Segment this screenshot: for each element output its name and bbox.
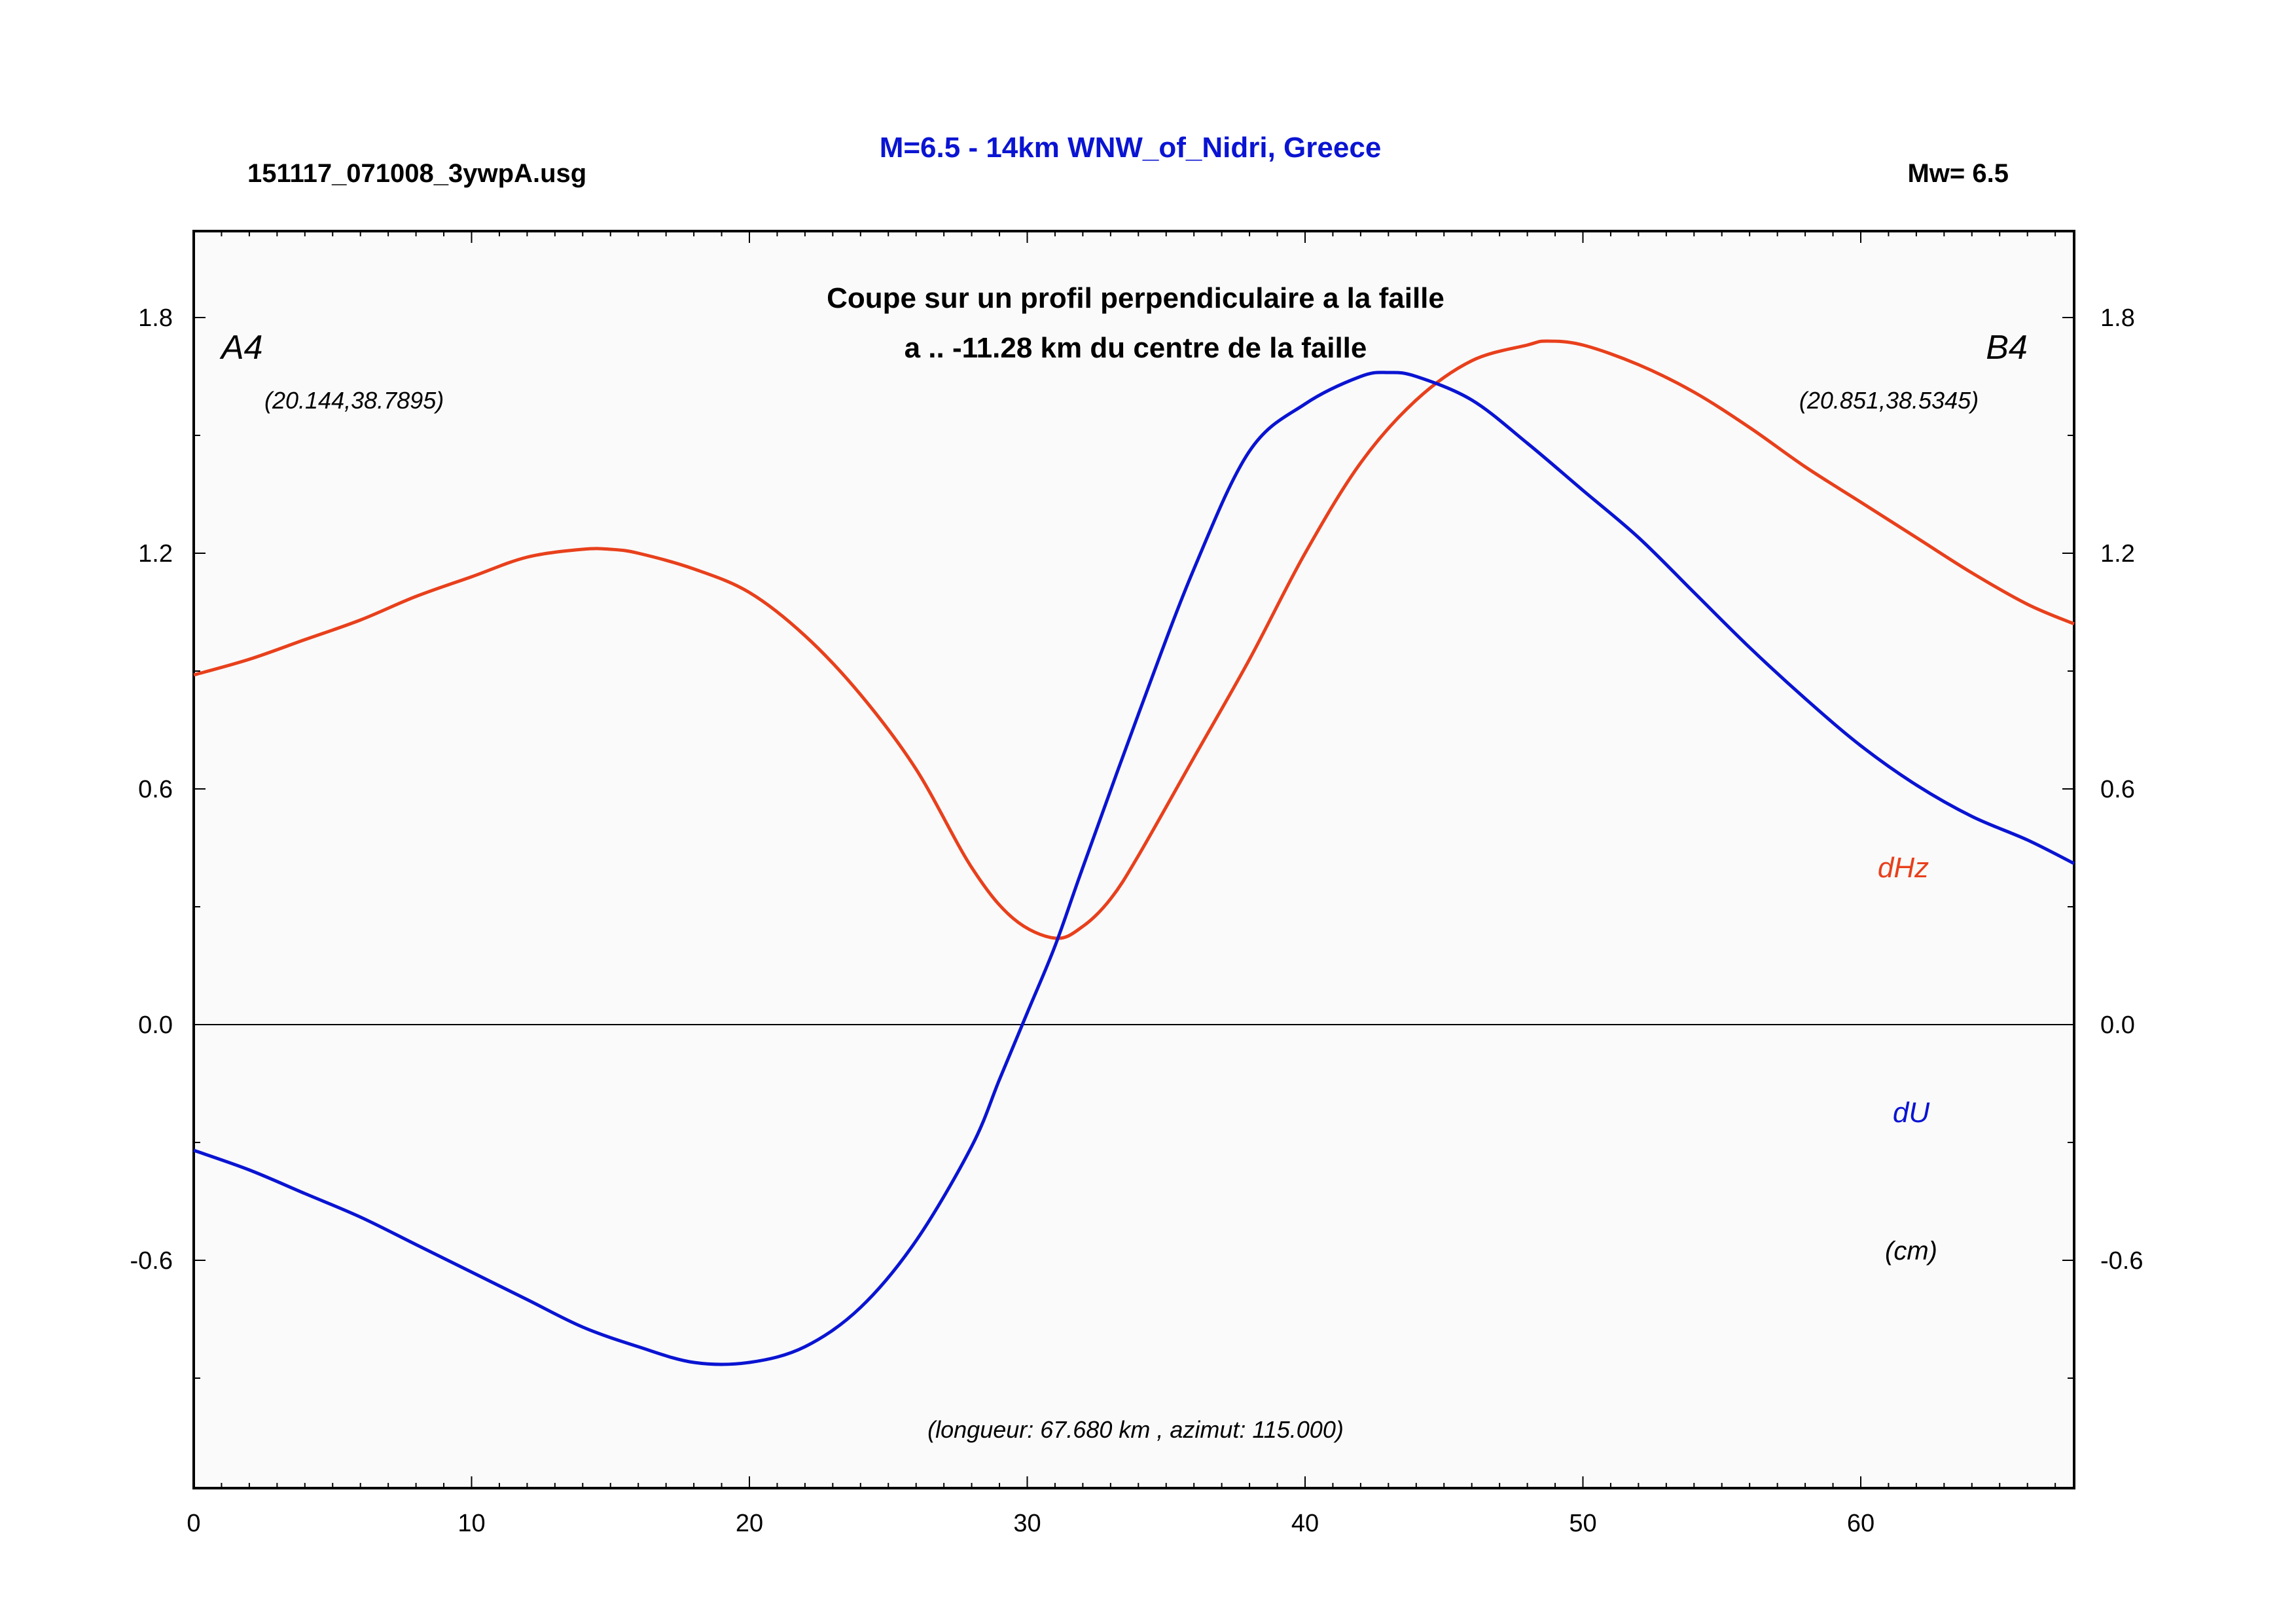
file-name: 151117_071008_3ywpA.usg <box>247 159 586 188</box>
y-tick-label-right: -0.6 <box>2100 1247 2143 1275</box>
series-line-dhz <box>193 339 2075 940</box>
magnitude-label: Mw= 6.5 <box>1907 159 2009 188</box>
x-tick-label: 60 <box>1847 1510 1874 1537</box>
footer-note: (longueur: 67.680 km , azimut: 115.000) <box>927 1416 1344 1443</box>
chart-title: M=6.5 - 14km WNW_of_Nidri, Greece <box>880 132 1382 164</box>
series-lines <box>193 339 2075 1366</box>
point-a-label: A4 <box>219 329 263 367</box>
y-tick-label-left: 0.6 <box>138 776 173 803</box>
y-tick-label-left: 1.2 <box>138 540 173 568</box>
y-tick-label-right: 1.2 <box>2100 540 2135 568</box>
y-tick-label-right: 0.6 <box>2100 776 2135 803</box>
series-line-du <box>193 371 2075 1366</box>
plot-area <box>192 230 2075 1489</box>
x-tick-label: 30 <box>1013 1510 1041 1537</box>
y-tick-label-left: 0.0 <box>138 1012 173 1039</box>
x-tick-label: 10 <box>457 1510 485 1537</box>
subtitle-line-1: Coupe sur un profil perpendiculaire a la… <box>827 282 1444 314</box>
y-tick-label-right: 0.0 <box>2100 1012 2135 1039</box>
point-b-coords: (20.851,38.5345) <box>1799 387 1979 414</box>
y-tick-label-left: -0.6 <box>130 1247 173 1275</box>
x-tick-label: 20 <box>736 1510 763 1537</box>
x-tick-label: 0 <box>187 1510 200 1537</box>
unit-label: (cm) <box>1885 1237 1937 1266</box>
x-tick-label: 40 <box>1291 1510 1319 1537</box>
legend-du: dU <box>1893 1097 1929 1129</box>
y-tick-label-left: 1.8 <box>138 304 173 332</box>
subtitle-line-2: a .. -11.28 km du centre de la faille <box>905 332 1367 364</box>
point-b-label: B4 <box>1986 329 2028 367</box>
legend-dhz: dHz <box>1878 852 1929 884</box>
tick-labels: 0 10 20 30 40 50 60 -0.6 -0.6 0.0 0.0 0.6 0.6 1.2 1.2 1… <box>130 304 2144 1537</box>
y-tick-label-right: 1.8 <box>2100 304 2135 332</box>
x-tick-label: 50 <box>1569 1510 1596 1537</box>
point-a-coords: (20.144,38.7895) <box>264 387 444 414</box>
